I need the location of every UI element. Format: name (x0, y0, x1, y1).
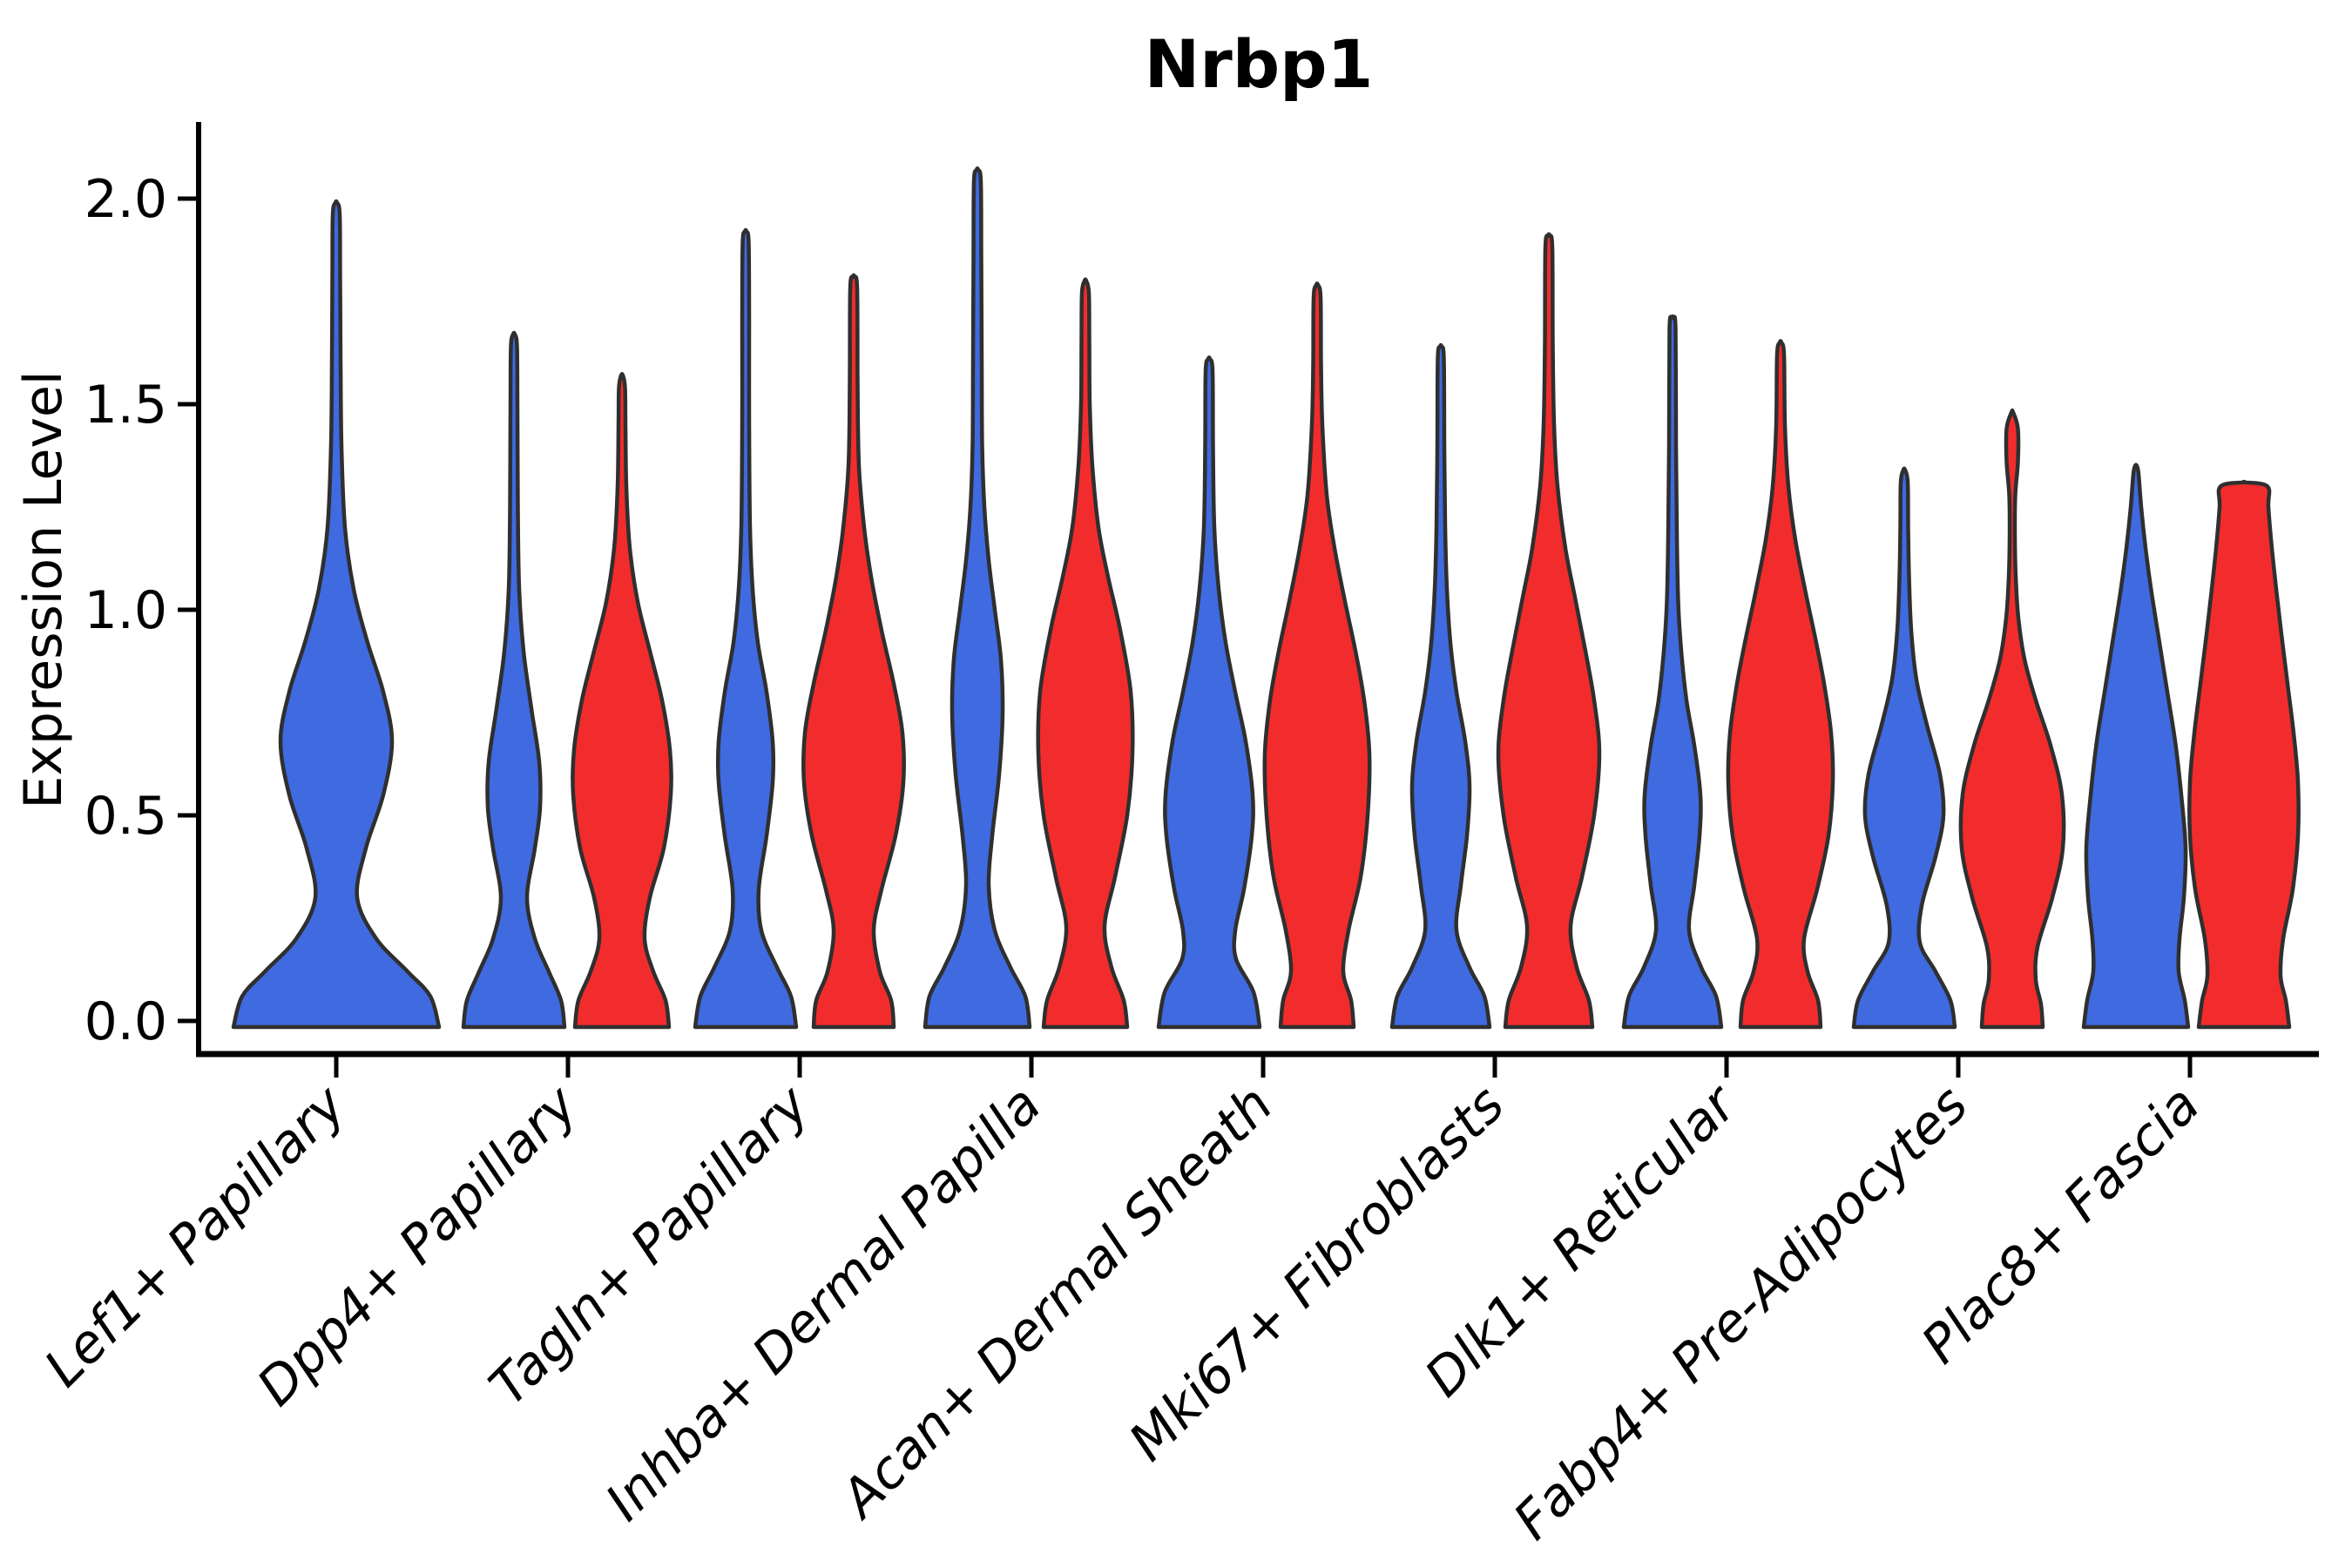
x-tick-label: Mki67+ Fibroblasts (1118, 1074, 1517, 1473)
violin-3-blue (923, 166, 1032, 1030)
y-tick-label: 2.0 (84, 169, 167, 230)
violin-8-blue (2081, 463, 2191, 1030)
y-tick-label: 1.0 (84, 580, 167, 641)
violin-7-blue (1851, 466, 1957, 1030)
y-axis-label: Expression Level (13, 370, 74, 808)
violin-1-blue (461, 330, 567, 1030)
y-ticks: 0.0 0.5 1.0 1.5 2.0 (84, 169, 199, 1052)
violin-4-red (1262, 281, 1372, 1030)
chart-title: Nrbp1 (1145, 25, 1374, 103)
x-tick-label: Acan+ Dermal Sheath (828, 1074, 1285, 1531)
violin-3-red (1036, 277, 1135, 1030)
violin-4-blue (1156, 355, 1262, 1030)
y-tick-label: 0.5 (84, 786, 167, 847)
violin-0-blue (231, 199, 442, 1030)
y-tick-label: 0.0 (84, 991, 167, 1052)
x-tick-label: Inhba+ Dermal Papilla (594, 1074, 1052, 1532)
violin-6-red (1726, 339, 1835, 1030)
violins-layer (231, 166, 2301, 1030)
violin-7-red (1958, 408, 2066, 1030)
violin-1-red (571, 371, 673, 1030)
violin-5-red (1496, 232, 1602, 1030)
violin-2-blue (693, 227, 799, 1030)
violin-6-blue (1621, 314, 1724, 1030)
x-tick-label: Fabp4+ Pre-Adipocytes (1502, 1074, 1979, 1551)
y-tick-label: 1.5 (84, 375, 167, 436)
violin-8-red (2187, 479, 2301, 1030)
violin-5-blue (1389, 342, 1492, 1030)
violin-2-red (801, 273, 906, 1030)
